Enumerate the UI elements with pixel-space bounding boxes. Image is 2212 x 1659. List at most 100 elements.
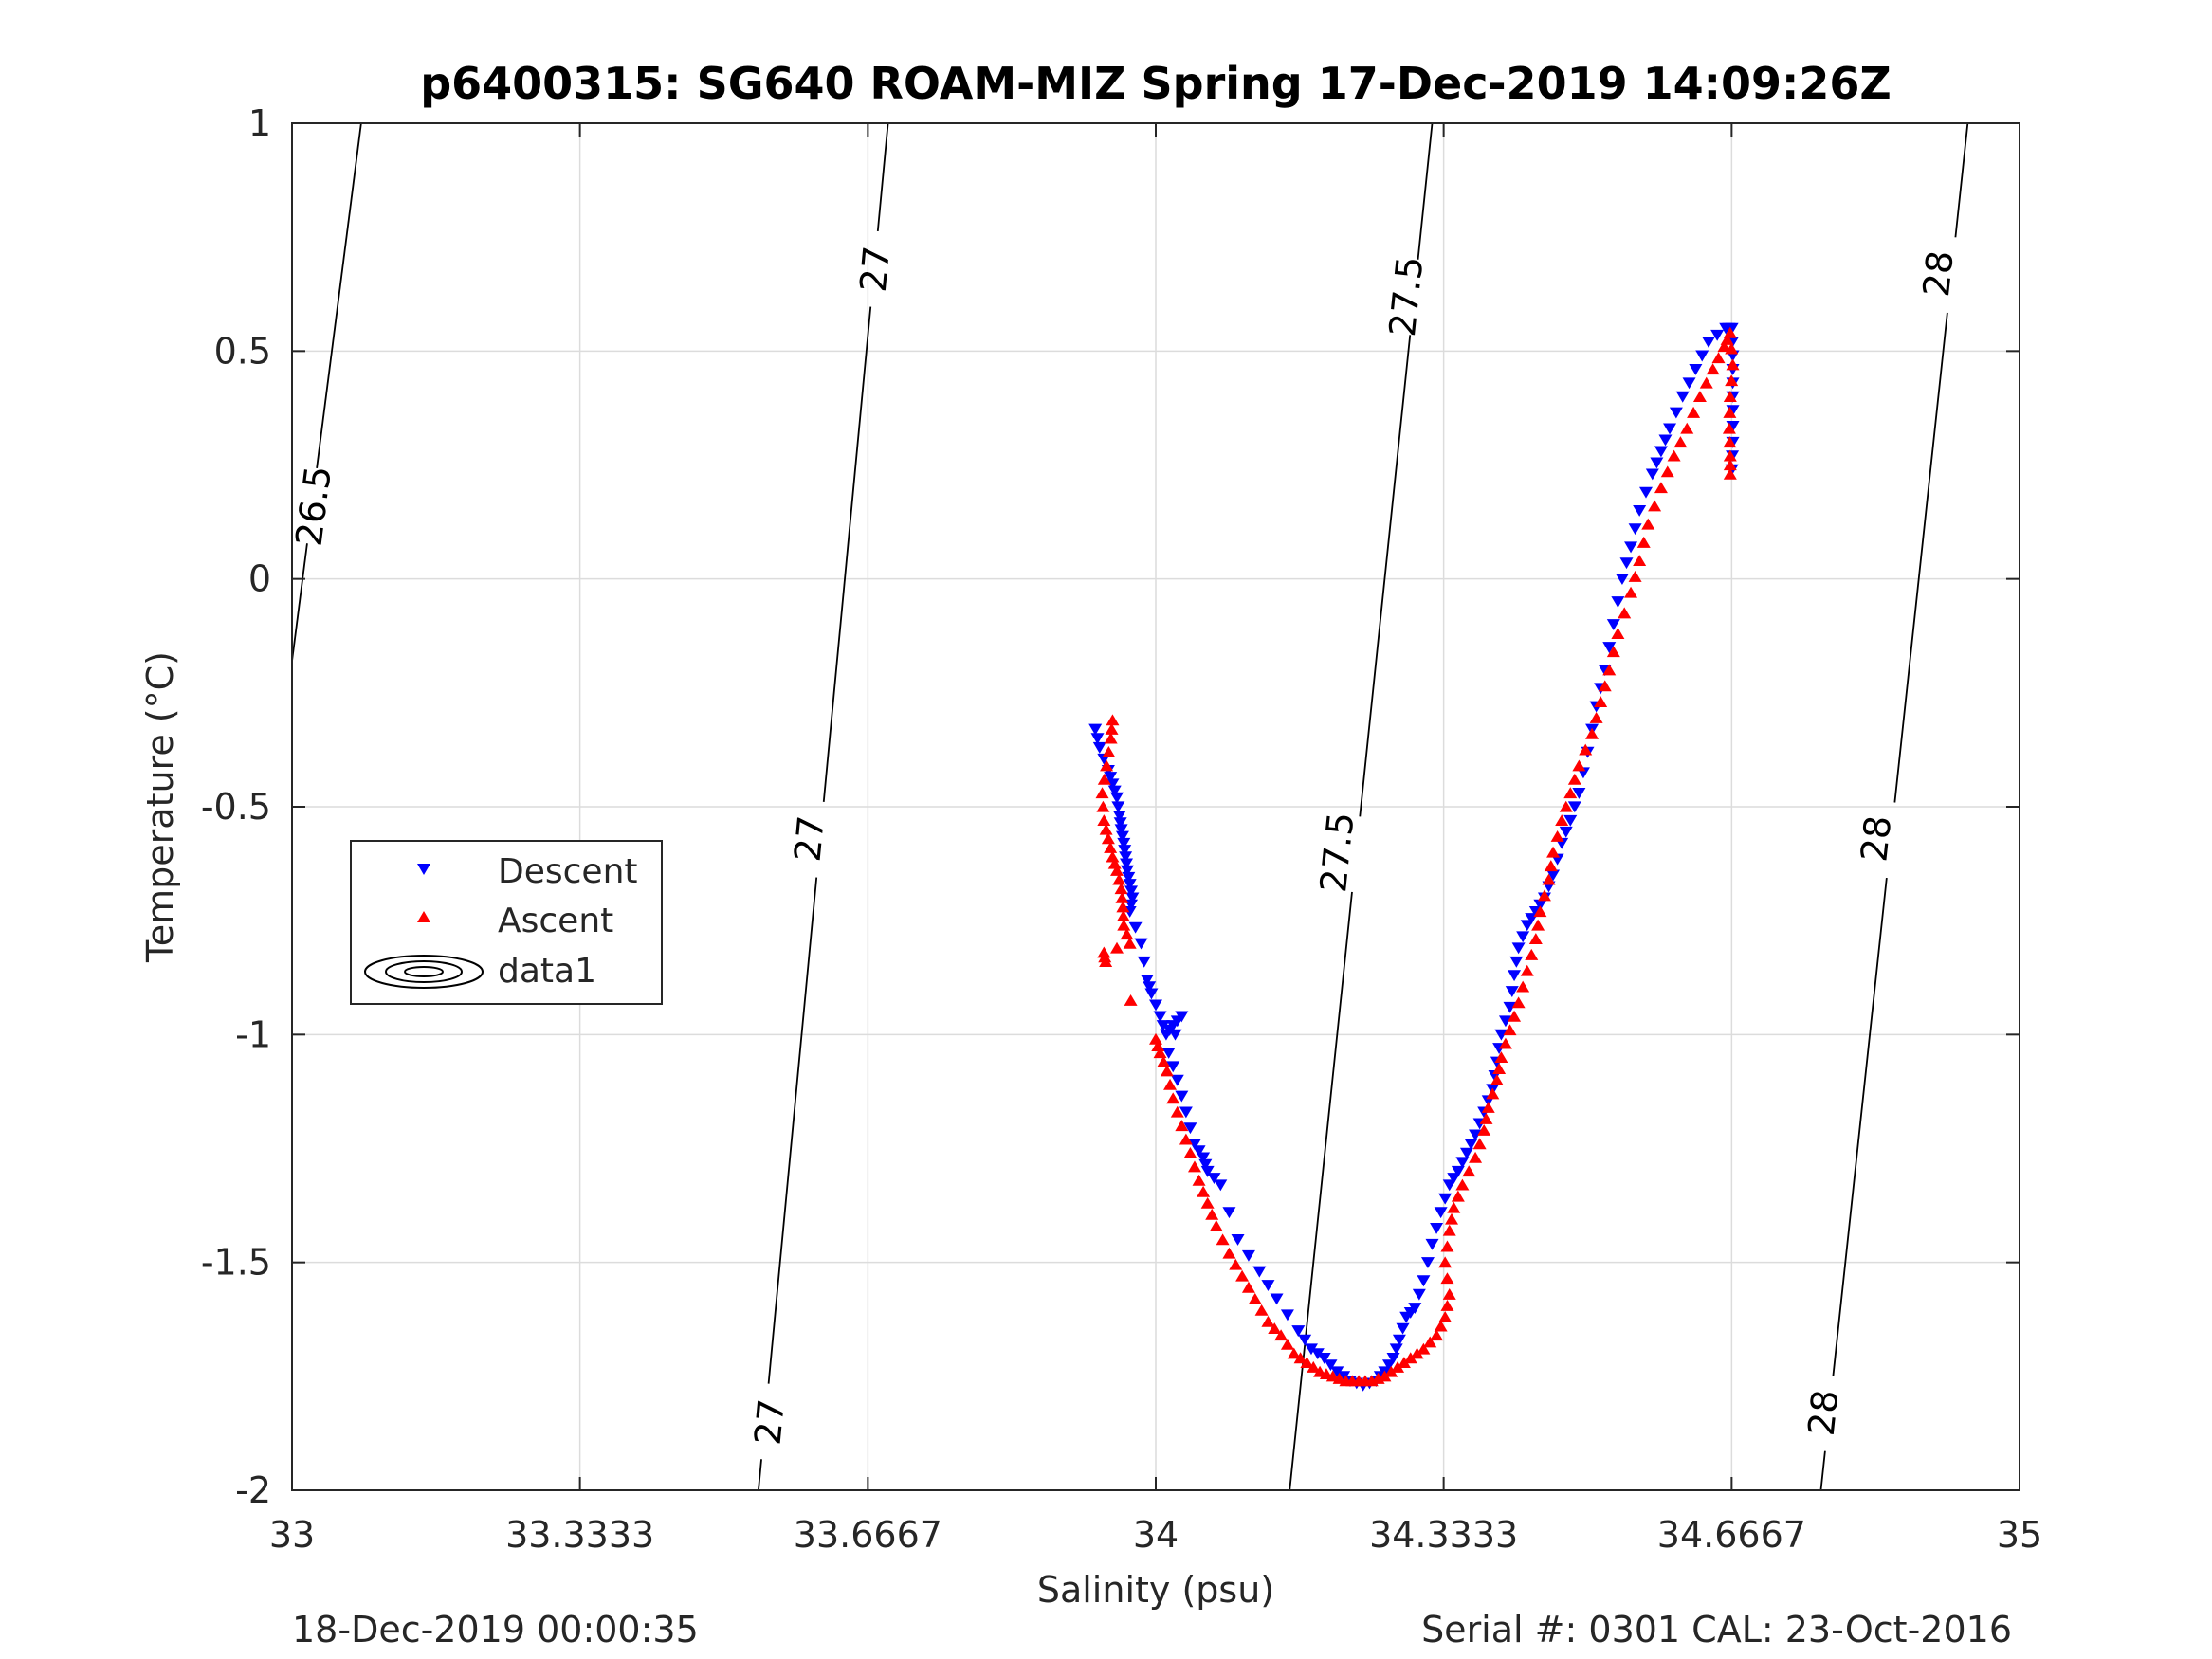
ascent-point	[1123, 937, 1137, 949]
ascent-point	[1469, 1151, 1483, 1163]
footer-serial-cal: Serial #: 0301 CAL: 23-Oct-2016	[1421, 1609, 2012, 1650]
ascent-point	[1410, 1347, 1424, 1359]
ascent-point	[1197, 1185, 1211, 1197]
ascent-point	[1378, 1370, 1392, 1382]
contour-line-26.5	[316, 122, 362, 468]
ascent-point	[1544, 860, 1558, 872]
descent-point	[1214, 1179, 1228, 1192]
legend-descent-marker	[417, 864, 430, 875]
ascent-point	[1498, 1037, 1512, 1049]
contour-line-28	[1954, 122, 1969, 238]
ascent-point	[1099, 823, 1113, 835]
descent-point	[1633, 504, 1647, 517]
descent-point	[1611, 596, 1625, 608]
legend-contour-marker	[364, 955, 484, 989]
ascent-point	[1723, 467, 1737, 480]
ascent-point	[1511, 996, 1526, 1009]
descent-point	[1110, 792, 1124, 804]
ascent-point	[1723, 459, 1737, 471]
descent-point	[1183, 1122, 1197, 1135]
contour-line-27	[767, 877, 818, 1384]
descent-point	[1509, 956, 1524, 968]
ascent-point	[1096, 800, 1110, 812]
x-tick-label: 33	[269, 1514, 315, 1556]
ascent-point	[1680, 422, 1694, 434]
descent-point	[1113, 817, 1127, 830]
descent-point	[1120, 858, 1134, 870]
ascent-series	[1095, 326, 1740, 1387]
descent-point	[1702, 337, 1716, 349]
descent-point	[1153, 1011, 1167, 1023]
descent-point	[1291, 1325, 1306, 1338]
ascent-point	[1151, 1040, 1165, 1051]
descent-point	[1222, 1207, 1236, 1219]
contour-line-27	[758, 1459, 762, 1491]
descent-point	[1442, 1179, 1456, 1192]
descent-point	[1280, 1309, 1294, 1322]
ascent-point	[1163, 1078, 1178, 1090]
ascent-point	[1235, 1269, 1250, 1282]
ascent-point	[1222, 1247, 1236, 1259]
y-tick-label: 0.5	[214, 330, 271, 372]
ascent-point	[1117, 919, 1131, 931]
x-tick-label: 34.3333	[1369, 1514, 1518, 1556]
legend-data1-label: data1	[498, 952, 596, 991]
descent-point	[1533, 899, 1547, 911]
ascent-point	[1442, 1224, 1456, 1236]
descent-point	[1112, 811, 1126, 822]
ascent-point	[1384, 1365, 1398, 1377]
descent-point	[1330, 1366, 1344, 1378]
descent-point	[1317, 1353, 1331, 1364]
y-tick-label: -1	[235, 1013, 271, 1055]
descent-point	[1187, 1139, 1201, 1150]
descent-point	[1619, 557, 1634, 570]
ascent-point	[1611, 628, 1625, 639]
descent-point	[1252, 1266, 1267, 1278]
ascent-point	[1280, 1338, 1294, 1350]
ascent-point	[1723, 449, 1737, 462]
contour-line-27.5	[1417, 122, 1434, 260]
ascent-point	[1200, 1196, 1215, 1209]
descent-point	[1137, 956, 1151, 968]
ascent-point	[1673, 436, 1688, 448]
ascent-point	[1440, 1272, 1454, 1285]
ascent-point	[1477, 1123, 1491, 1136]
ascent-point	[1589, 711, 1603, 723]
ascent-point	[1537, 889, 1551, 902]
descent-point	[1412, 1288, 1426, 1301]
ascent-point	[1479, 1112, 1493, 1124]
descent-point	[1107, 785, 1122, 797]
descent-point	[1197, 1152, 1211, 1164]
descent-point	[1638, 486, 1653, 499]
ascent-point	[1508, 1010, 1522, 1022]
descent-point	[1140, 975, 1154, 986]
descent-point	[1175, 1011, 1189, 1023]
ascent-point	[1618, 607, 1632, 619]
ascent-point	[1520, 964, 1534, 976]
descent-point	[1658, 434, 1673, 447]
ascent-point	[1494, 1051, 1508, 1063]
ascent-point	[1633, 555, 1647, 567]
descent-point	[1675, 391, 1690, 403]
ascent-point	[1124, 994, 1138, 1006]
contour-label: 28	[1853, 813, 1899, 864]
ascent-point	[1434, 1320, 1448, 1332]
ascent-point	[1722, 422, 1736, 434]
legend-ascent-marker	[417, 911, 430, 922]
descent-point	[1122, 871, 1136, 884]
descent-point	[1192, 1145, 1206, 1158]
contour-label: 26.5	[288, 464, 339, 549]
descent-point	[1198, 1158, 1213, 1171]
descent-point	[1516, 931, 1530, 943]
contour-label: 27	[787, 813, 832, 863]
descent-point	[1304, 1343, 1318, 1356]
descent-point	[1559, 826, 1573, 838]
ascent-point	[1490, 1074, 1504, 1085]
x-tick-label: 34	[1133, 1514, 1179, 1556]
ascent-point	[1175, 1120, 1189, 1132]
ascent-point	[1209, 1219, 1223, 1231]
ascent-point	[1533, 905, 1547, 918]
ascent-point	[1254, 1304, 1269, 1316]
ascent-point	[1268, 1322, 1282, 1334]
